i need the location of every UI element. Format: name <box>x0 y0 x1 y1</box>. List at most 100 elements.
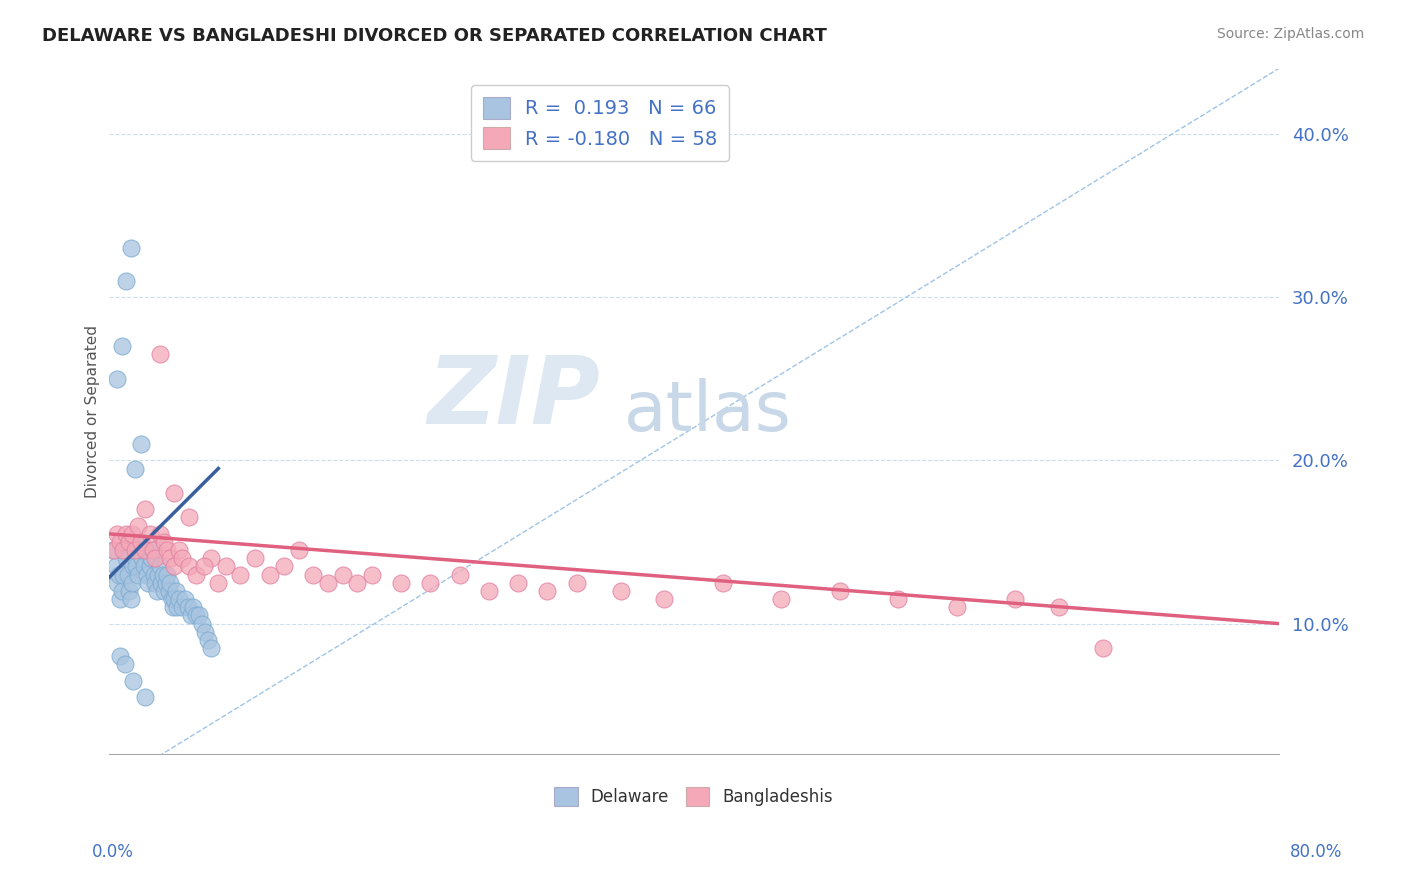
Point <box>163 559 186 574</box>
Point <box>141 543 163 558</box>
Point <box>129 535 152 549</box>
Point <box>108 567 131 582</box>
Point <box>135 567 157 582</box>
Point <box>170 600 193 615</box>
Point <box>101 543 124 558</box>
Point <box>139 551 162 566</box>
Point <box>118 583 141 598</box>
Point <box>114 543 136 558</box>
Point <box>115 274 138 288</box>
Point <box>214 559 236 574</box>
Text: 0.0%: 0.0% <box>91 843 134 861</box>
Point <box>149 347 172 361</box>
Point <box>419 575 441 590</box>
Point <box>134 543 156 558</box>
Point <box>127 518 149 533</box>
Point <box>120 241 142 255</box>
Point <box>176 600 198 615</box>
Point <box>186 608 208 623</box>
Point <box>131 551 153 566</box>
Point <box>146 583 169 598</box>
Point <box>145 575 167 590</box>
Point <box>173 592 195 607</box>
Point <box>163 486 186 500</box>
Point <box>770 592 793 607</box>
Point <box>159 575 181 590</box>
Point <box>508 575 530 590</box>
Legend: Delaware, Bangladeshis: Delaware, Bangladeshis <box>546 779 842 814</box>
Point <box>654 592 676 607</box>
Y-axis label: Divorced or Separated: Divorced or Separated <box>86 325 100 498</box>
Point <box>138 559 160 574</box>
Point <box>138 526 160 541</box>
Point <box>200 641 222 656</box>
Point <box>129 437 152 451</box>
Point <box>134 690 156 704</box>
Point <box>156 567 179 582</box>
Point <box>259 567 281 582</box>
Point <box>711 575 734 590</box>
Point <box>150 575 173 590</box>
Point <box>134 502 156 516</box>
Point <box>103 543 125 558</box>
Point <box>134 543 156 558</box>
Point <box>107 526 129 541</box>
Point <box>149 526 172 541</box>
Point <box>129 535 152 549</box>
Point <box>207 575 229 590</box>
Point <box>117 567 139 582</box>
Point <box>389 575 412 590</box>
Point <box>118 535 141 549</box>
Point <box>193 559 215 574</box>
Point <box>565 575 588 590</box>
Point <box>1092 641 1115 656</box>
Point <box>121 526 143 541</box>
Point <box>148 567 170 582</box>
Point <box>183 600 205 615</box>
Point <box>136 575 159 590</box>
Point <box>167 543 190 558</box>
Point <box>120 592 142 607</box>
Point <box>177 559 200 574</box>
Point <box>229 567 252 582</box>
Point <box>361 567 384 582</box>
Point <box>114 657 136 672</box>
Point <box>110 649 132 664</box>
Point <box>186 567 208 582</box>
Point <box>141 543 163 558</box>
Point <box>153 583 176 598</box>
Point <box>243 551 266 566</box>
Point <box>107 372 129 386</box>
Point <box>191 616 214 631</box>
Point <box>125 559 148 574</box>
Point <box>170 551 193 566</box>
Point <box>273 559 295 574</box>
Point <box>609 583 631 598</box>
Point <box>111 339 134 353</box>
Text: DELAWARE VS BANGLADESHI DIVORCED OR SEPARATED CORRELATION CHART: DELAWARE VS BANGLADESHI DIVORCED OR SEPA… <box>42 27 827 45</box>
Point <box>302 567 325 582</box>
Point <box>122 559 145 574</box>
Point <box>162 600 184 615</box>
Point <box>167 592 190 607</box>
Point <box>163 592 186 607</box>
Point <box>828 583 851 598</box>
Point <box>166 600 188 615</box>
Point <box>110 535 132 549</box>
Point <box>536 583 558 598</box>
Point <box>332 567 354 582</box>
Point <box>1047 600 1070 615</box>
Text: Source: ZipAtlas.com: Source: ZipAtlas.com <box>1216 27 1364 41</box>
Point <box>946 600 969 615</box>
Point <box>121 575 143 590</box>
Point <box>124 543 146 558</box>
Point <box>478 583 501 598</box>
Point <box>156 543 179 558</box>
Point <box>127 567 149 582</box>
Point <box>122 673 145 688</box>
Text: atlas: atlas <box>623 378 792 445</box>
Point <box>188 608 211 623</box>
Point <box>104 559 127 574</box>
Point <box>149 559 172 574</box>
Point <box>111 583 134 598</box>
